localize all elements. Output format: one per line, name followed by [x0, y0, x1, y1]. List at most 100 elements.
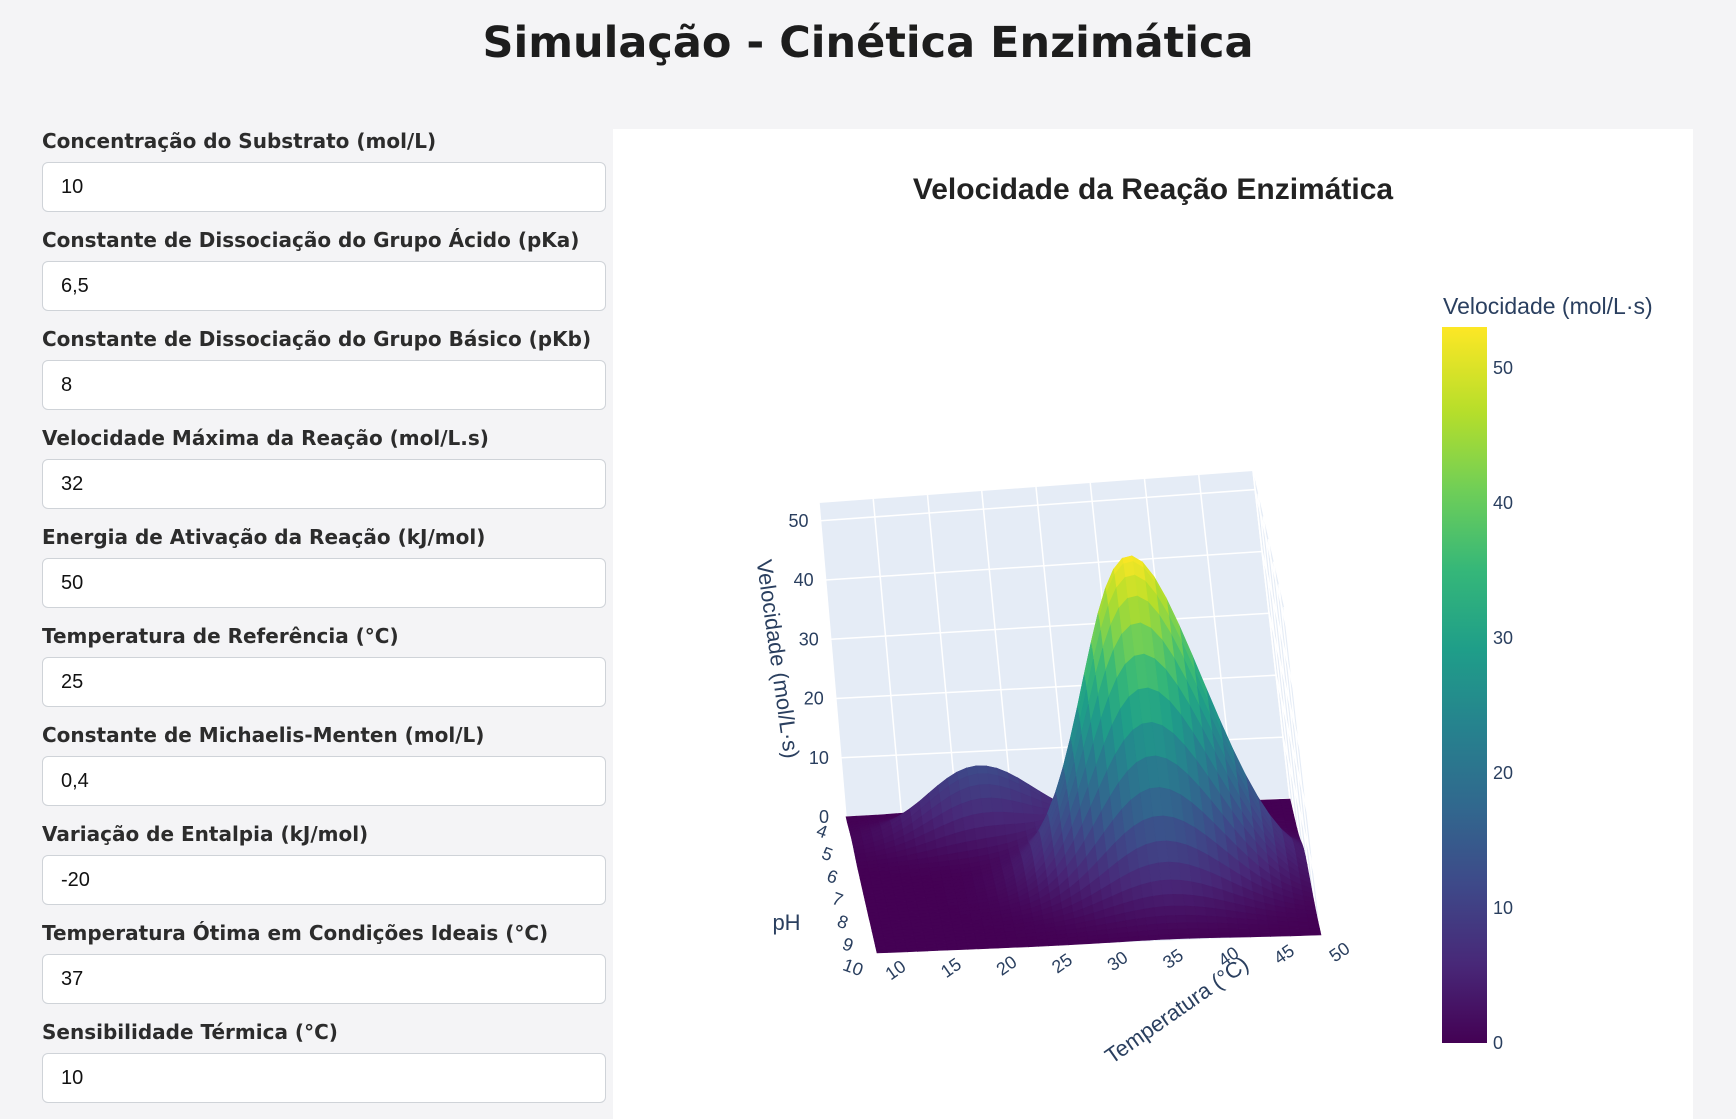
activation-energy-input[interactable] [42, 558, 606, 608]
thermal-sensitivity-input[interactable] [42, 1053, 606, 1103]
surface-cell [1296, 914, 1307, 919]
surface-cell [1309, 925, 1320, 929]
temperature-tick-label: 15 [937, 954, 965, 982]
surface-cell [1307, 918, 1318, 922]
surface-cell [1168, 929, 1179, 935]
surface-cell [1164, 906, 1175, 916]
optimal-temperature-input[interactable] [42, 954, 606, 1004]
field-substrate-concentration: Concentração do Substrato (mol/L) [42, 126, 606, 225]
reference-temperature-input[interactable] [42, 657, 606, 707]
surface-cell [957, 946, 968, 950]
z-tick-label: 20 [804, 689, 824, 709]
surface-cell [1274, 818, 1285, 821]
pka-input[interactable] [42, 261, 606, 311]
surface-cell [1173, 894, 1185, 906]
surface-cell [1228, 929, 1239, 934]
temperature-tick-label: 35 [1159, 945, 1187, 973]
surface-cell [987, 945, 998, 949]
surface-cell [1247, 919, 1258, 925]
surface-cell [1306, 910, 1317, 915]
surface-cell [1266, 916, 1277, 922]
surface-cell [1196, 915, 1207, 922]
surface-cell [1208, 929, 1219, 934]
surface-cell [1283, 814, 1294, 817]
surface-cell [1215, 909, 1226, 918]
surface-cell [897, 949, 908, 953]
field-pkb: Constante de Dissociação do Grupo Básico… [42, 324, 606, 423]
surface-cell [1141, 882, 1153, 898]
surface-cell [1229, 933, 1240, 937]
surface-cell [1227, 924, 1238, 929]
surface-cell [1157, 923, 1168, 930]
enthalpy-input[interactable] [42, 855, 606, 905]
surface-cell [1179, 934, 1190, 939]
surface-cell [1279, 929, 1290, 933]
surface-cell [947, 947, 958, 951]
surface-cell [1028, 943, 1039, 947]
surface-cell [1023, 814, 1034, 824]
surface-cell [1239, 933, 1250, 937]
surface-cell [965, 829, 976, 843]
field-reference-temperature: Temperatura de Referência (°C) [42, 621, 606, 720]
surface-cell [1176, 915, 1187, 923]
surface-cell [1154, 907, 1165, 917]
field-michaelis-menten: Constante de Michaelis-Menten (mol/L) [42, 720, 606, 819]
surface-cell [1003, 812, 1015, 825]
field-pka: Constante de Dissociação do Grupo Ácido … [42, 225, 606, 324]
surface-cell [1159, 935, 1170, 940]
pkb-input[interactable] [42, 360, 606, 410]
surface-cell [1237, 918, 1248, 924]
surface-cell [1068, 941, 1079, 945]
surface-cell [1143, 896, 1155, 909]
surface-cell [927, 948, 938, 952]
surface-cell [1186, 915, 1197, 923]
surface-cell [1174, 906, 1186, 915]
surface-cell [1206, 916, 1217, 923]
michaelis-menten-input[interactable] [42, 756, 606, 806]
surface-cell [963, 815, 975, 831]
surface-cell [1008, 944, 1019, 948]
surface-cell [1133, 898, 1144, 911]
surface-cell [1163, 894, 1175, 906]
surface-cell [1238, 924, 1249, 929]
surface-cell [967, 946, 978, 950]
colorbar-tick-label: 50 [1493, 359, 1513, 377]
z-tick-label: 40 [794, 570, 814, 590]
surface-cell [1250, 933, 1261, 937]
surface-cell [1270, 933, 1281, 937]
surface-cell [974, 827, 986, 840]
surface-cell [1177, 923, 1188, 929]
surface-cell [1184, 906, 1196, 915]
temperature-tick-label: 25 [1048, 949, 1076, 977]
substrate-concentration-input[interactable] [42, 162, 606, 212]
surface-cell [876, 950, 887, 954]
temperature-tick-label: 30 [1104, 947, 1132, 975]
surface-cell [1217, 923, 1228, 929]
ph-tick-label: 8 [835, 911, 851, 933]
surface-cell [1188, 929, 1199, 934]
surface-cell [1148, 935, 1159, 940]
ph-tick-label: 7 [829, 888, 845, 910]
surface-cell [1248, 924, 1259, 929]
surface-cell [1257, 920, 1268, 925]
surface-cell [997, 945, 1008, 949]
surface-cell [1098, 939, 1109, 943]
surface-cell [1203, 897, 1215, 909]
surface-cell [1195, 907, 1207, 916]
ph-axis-title: pH [772, 910, 800, 935]
surface-cell [1187, 923, 1198, 929]
surface-cell [1277, 917, 1288, 922]
field-max-velocity: Velocidade Máxima da Reação (mol/L.s) [42, 423, 606, 522]
surface-cell [1169, 934, 1180, 939]
surface-cell [1290, 932, 1301, 936]
surface-cell [1289, 929, 1300, 933]
colorbar-tick-label: 40 [1493, 494, 1513, 512]
max-velocity-input[interactable] [42, 459, 606, 509]
surface-cell [1285, 823, 1296, 826]
surface-cell [1269, 929, 1280, 933]
colorbar-tick-label: 20 [1493, 764, 1513, 782]
surface-cell [1205, 907, 1217, 916]
surface-cell [886, 949, 897, 953]
